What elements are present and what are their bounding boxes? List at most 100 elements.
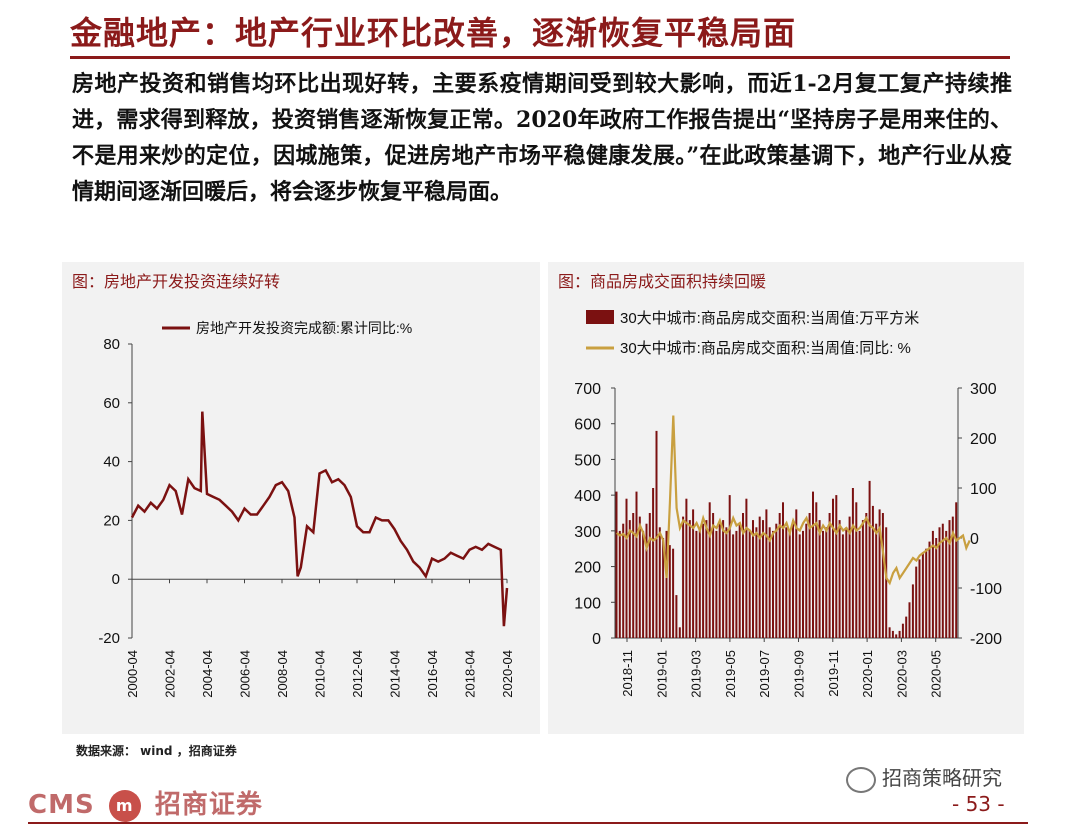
volume-bar [822, 530, 824, 638]
logo-brand: CMS [28, 790, 95, 820]
footer-divider [28, 822, 1028, 824]
volume-bar [682, 516, 685, 638]
volume-bar [825, 527, 828, 638]
volume-bar [705, 520, 708, 638]
left-y-tick-label: 100 [574, 595, 601, 612]
x-tick-label: 2018-11 [620, 650, 635, 697]
volume-bar [748, 530, 751, 638]
volume-bar [665, 530, 668, 638]
volume-bar [772, 530, 774, 638]
x-tick-label: 2019-11 [826, 650, 841, 697]
volume-bar [635, 491, 638, 638]
volume-bar [875, 523, 878, 638]
volume-bar [931, 530, 934, 638]
volume-bar [688, 520, 691, 638]
x-tick-label: 2019-09 [792, 650, 807, 698]
volume-bar [698, 527, 701, 638]
volume-bar [622, 523, 625, 638]
volume-bar [762, 520, 764, 638]
logo-brand-cn: 招商证券 [154, 790, 263, 820]
x-tick-label: 2020-01 [860, 650, 875, 698]
x-tick-label: 2008-04 [275, 650, 290, 698]
legend-label-volume: 30大中城市:商品房成交面积:当周值:万平方米 [620, 309, 919, 327]
volume-bar [768, 527, 771, 638]
volume-bar [818, 520, 821, 638]
volume-bar [735, 530, 738, 638]
x-tick-label: 2020-04 [500, 650, 515, 698]
volume-bar [658, 527, 661, 638]
volume-bar [785, 527, 788, 638]
volume-bar [792, 520, 794, 638]
y-tick-label: 20 [103, 512, 120, 529]
investment-line-chart: -20 0 20 40 60 80 2000-04 2002-04 2004-04 2006-04… [98, 320, 515, 698]
volume-bar [848, 516, 851, 638]
y-tick-label: 60 [103, 395, 120, 412]
volume-bar [861, 520, 864, 638]
volume-bar [782, 502, 784, 638]
volume-bar [645, 523, 648, 638]
volume-bar [788, 530, 791, 638]
investment-yoy-line [130, 411, 509, 627]
volume-bar [638, 516, 641, 638]
volume-bar [815, 502, 818, 638]
volume-bar [775, 523, 778, 638]
volume-bar [758, 516, 761, 638]
volume-bar [812, 491, 814, 638]
right-y-tick-label: 200 [970, 431, 997, 448]
left-y-tick-label: 600 [574, 417, 601, 434]
x-tick-label: 2019-07 [757, 650, 772, 698]
volume-bar [915, 566, 918, 638]
body-paragraph: 房地产投资和销售均环比出现好转，主要系疫情期间受到较大影响，而近1-2月复工复产… [72, 71, 1012, 205]
volume-bar [732, 534, 735, 638]
volume-bar [835, 495, 838, 638]
left-y-tick-label: 700 [574, 381, 601, 398]
volume-bar [625, 498, 628, 638]
volume-bar [685, 498, 688, 638]
x-tick-label: 2002-04 [163, 650, 178, 698]
volume-bar [918, 559, 921, 638]
volume-bar [725, 527, 728, 638]
volume-bar [648, 513, 651, 638]
volume-bar [898, 630, 901, 638]
left-y-tick-label: 200 [574, 560, 601, 577]
x-tick-label: 2004-04 [200, 650, 215, 698]
volume-bar [802, 530, 804, 638]
x-tick-label: 2014-04 [388, 650, 403, 698]
volume-bar [655, 430, 658, 638]
x-tick-label: 2016-04 [425, 650, 440, 698]
volume-bar [765, 509, 768, 638]
left-y-tick-label: 400 [574, 488, 601, 505]
volume-bar [895, 634, 898, 638]
volume-bar [841, 534, 844, 638]
volume-bar [851, 488, 854, 638]
volume-bar [845, 527, 848, 638]
volume-bar [745, 498, 748, 638]
volume-bar [692, 509, 695, 638]
volume-bar [798, 534, 801, 638]
x-tick-label: 2012-04 [350, 650, 365, 698]
x-tick-label: 2020-05 [929, 650, 944, 698]
title-divider [70, 56, 1010, 59]
wechat-icon [846, 766, 876, 793]
volume-bar [808, 513, 811, 638]
y-tick-label: 0 [112, 571, 120, 588]
volume-bar [662, 538, 665, 638]
volume-bar [742, 513, 744, 638]
volume-bar [905, 616, 908, 638]
left-chart-title: 图：房地产开发投资连续好转 [72, 272, 281, 291]
left-chart-panel: 图：房地产开发投资连续好转 -20 0 20 40 60 80 2000-04 2002-04… [62, 262, 540, 734]
volume-bar [955, 502, 958, 638]
data-source-note: 数据来源： wind ，招商证券 [76, 744, 237, 758]
x-tick-label: 2006-04 [238, 650, 253, 698]
volume-bar [855, 502, 858, 638]
volume-bar [832, 498, 834, 638]
page-number: - 53 - [952, 792, 1005, 816]
volume-bar [738, 523, 741, 638]
volume-bar [868, 480, 871, 638]
volume-bar [881, 513, 884, 638]
volume-bar [695, 530, 698, 638]
y-tick-label: 40 [103, 454, 120, 471]
volume-bar [921, 552, 924, 638]
x-tick-label: 2000-04 [125, 650, 140, 698]
volume-bar [891, 630, 894, 638]
